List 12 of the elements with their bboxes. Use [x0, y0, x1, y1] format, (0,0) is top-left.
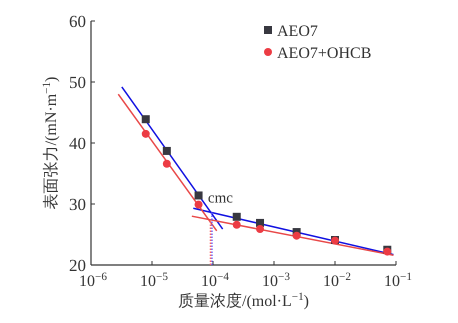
- x-axis-title: 质量浓度/(mol·L$^{−1}$): [178, 291, 309, 310]
- x-tick-label: 10$^{−2}$: [323, 271, 351, 290]
- x-tick-label: 10$^{−3}$: [262, 271, 290, 290]
- y-tick-label: 60: [69, 12, 86, 31]
- annotation: cmc: [208, 190, 234, 207]
- x-tick-label: 10$^{−1}$: [384, 271, 412, 290]
- y-tick-label: 30: [69, 195, 86, 214]
- y-tick-label: 40: [69, 134, 86, 153]
- x-tick-label: 10$^{−4}$: [201, 271, 230, 290]
- legend-label: AEO7: [277, 23, 318, 40]
- y-tick-label: 50: [69, 73, 86, 92]
- x-tick-label: 10$^{−5}$: [140, 271, 168, 290]
